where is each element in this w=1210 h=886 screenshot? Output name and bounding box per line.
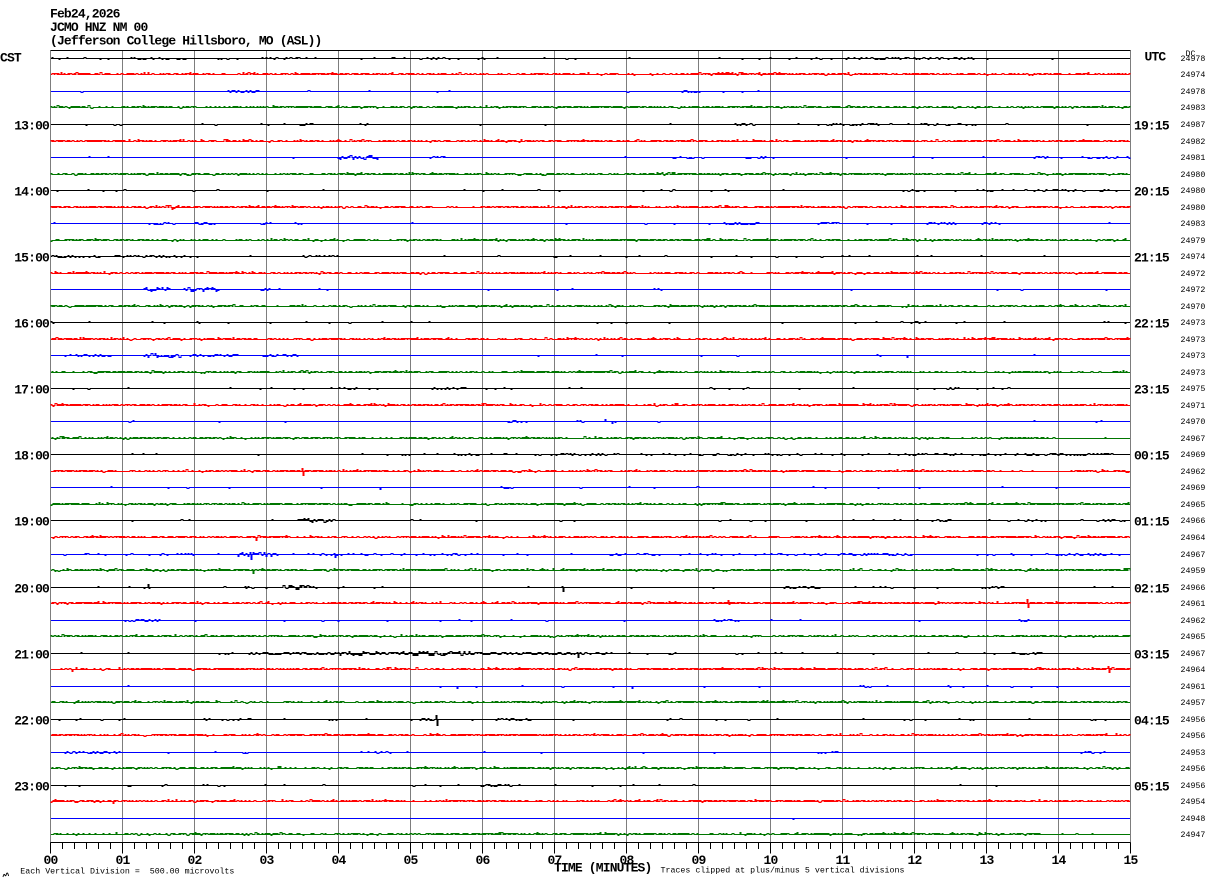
svg-text:24980: 24980 <box>1181 204 1206 213</box>
svg-text:01:15: 01:15 <box>1134 515 1170 530</box>
svg-text:19:15: 19:15 <box>1134 119 1170 134</box>
svg-text:14: 14 <box>1052 853 1067 868</box>
svg-text:24962: 24962 <box>1181 468 1206 477</box>
svg-text:03: 03 <box>260 853 275 868</box>
svg-text:22:00: 22:00 <box>14 714 50 729</box>
svg-text:24987: 24987 <box>1181 121 1206 130</box>
svg-text:21:00: 21:00 <box>14 648 50 663</box>
svg-text:24975: 24975 <box>1181 385 1206 394</box>
svg-text:24966: 24966 <box>1181 584 1206 593</box>
svg-text:24961: 24961 <box>1181 683 1206 692</box>
svg-text:18:00: 18:00 <box>14 449 50 464</box>
svg-text:14:00: 14:00 <box>14 185 50 200</box>
svg-text:00:15: 00:15 <box>1134 449 1170 464</box>
svg-text:24980: 24980 <box>1181 187 1206 196</box>
svg-text:24974: 24974 <box>1181 253 1206 262</box>
svg-text:13: 13 <box>980 853 995 868</box>
svg-text:JCMO HNZ NM 00: JCMO HNZ NM 00 <box>50 20 148 35</box>
svg-text:19:00: 19:00 <box>14 515 50 530</box>
svg-text:24974: 24974 <box>1181 71 1206 80</box>
svg-text:21:15: 21:15 <box>1134 251 1170 266</box>
svg-text:24967: 24967 <box>1181 435 1206 444</box>
svg-text:TIME (MINUTES): TIME (MINUTES) <box>554 861 651 876</box>
svg-text:24956: 24956 <box>1181 782 1206 791</box>
svg-text:16:00: 16:00 <box>14 317 50 332</box>
svg-text:Traces clipped at plus/minus 5: Traces clipped at plus/minus 5 vertical … <box>661 866 905 876</box>
svg-text:04:15: 04:15 <box>1134 714 1170 729</box>
svg-text:24956: 24956 <box>1181 765 1206 774</box>
svg-text:24973: 24973 <box>1181 319 1206 328</box>
svg-text:02: 02 <box>188 853 203 868</box>
svg-text:24983: 24983 <box>1181 104 1206 113</box>
svg-text:24965: 24965 <box>1181 501 1206 510</box>
svg-text:24964: 24964 <box>1181 534 1206 543</box>
svg-text:24981: 24981 <box>1181 154 1206 163</box>
svg-text:15: 15 <box>1124 853 1139 868</box>
svg-text:24959: 24959 <box>1181 567 1206 576</box>
svg-text:24966: 24966 <box>1181 517 1206 526</box>
svg-text:24969: 24969 <box>1181 484 1206 493</box>
svg-text:24964: 24964 <box>1181 666 1206 675</box>
svg-text:Each Vertical Division = 500.: Each Vertical Division = 500.00 microvol… <box>20 866 234 876</box>
svg-text:08: 08 <box>620 853 635 868</box>
svg-text:24970: 24970 <box>1181 418 1206 427</box>
svg-text:24948: 24948 <box>1181 815 1206 824</box>
svg-text:13:00: 13:00 <box>14 119 50 134</box>
svg-text:24971: 24971 <box>1181 402 1206 411</box>
svg-text:10: 10 <box>764 853 779 868</box>
svg-text:DC: DC <box>1186 50 1196 59</box>
svg-text:23:15: 23:15 <box>1134 383 1170 398</box>
svg-text:UTC: UTC <box>1145 50 1167 65</box>
svg-text:23:00: 23:00 <box>14 780 50 795</box>
svg-text:02:15: 02:15 <box>1134 582 1170 597</box>
svg-text:00: 00 <box>44 853 59 868</box>
svg-text:12: 12 <box>908 853 923 868</box>
svg-text:Feb24,2026: Feb24,2026 <box>50 7 121 22</box>
svg-text:24967: 24967 <box>1181 650 1206 659</box>
svg-text:05:15: 05:15 <box>1134 780 1170 795</box>
svg-text:24965: 24965 <box>1181 633 1206 642</box>
svg-text:24956: 24956 <box>1181 732 1206 741</box>
svg-text:24967: 24967 <box>1181 551 1206 560</box>
svg-text:24973: 24973 <box>1181 369 1206 378</box>
svg-text:24973: 24973 <box>1181 336 1206 345</box>
svg-text:24979: 24979 <box>1181 237 1206 246</box>
svg-text:(Jefferson College Hillsboro,: (Jefferson College Hillsboro, MO (ASL)) <box>50 34 322 49</box>
svg-text:17:00: 17:00 <box>14 383 50 398</box>
svg-text:15:00: 15:00 <box>14 251 50 266</box>
svg-text:20:00: 20:00 <box>14 582 50 597</box>
svg-text:24956: 24956 <box>1181 716 1206 725</box>
svg-text:07: 07 <box>548 853 562 868</box>
svg-text:03:15: 03:15 <box>1134 648 1170 663</box>
svg-text:24970: 24970 <box>1181 303 1206 312</box>
svg-text:05: 05 <box>404 853 419 868</box>
svg-text:04: 04 <box>332 853 347 868</box>
svg-text:24957: 24957 <box>1181 699 1206 708</box>
svg-text:11: 11 <box>836 853 851 868</box>
svg-text:06: 06 <box>476 853 491 868</box>
svg-text:24972: 24972 <box>1181 286 1206 295</box>
svg-text:22:15: 22:15 <box>1134 317 1170 332</box>
svg-text:CST: CST <box>0 51 22 66</box>
svg-text:24978: 24978 <box>1181 55 1206 64</box>
svg-text:24983: 24983 <box>1181 220 1206 229</box>
svg-text:09: 09 <box>692 853 707 868</box>
svg-text:01: 01 <box>116 853 131 868</box>
svg-text:24978: 24978 <box>1181 88 1206 97</box>
svg-text:24982: 24982 <box>1181 138 1206 147</box>
svg-text:24962: 24962 <box>1181 617 1206 626</box>
svg-text:24954: 24954 <box>1181 798 1206 807</box>
svg-text:24947: 24947 <box>1181 831 1206 840</box>
svg-text:24969: 24969 <box>1181 451 1206 460</box>
svg-text:24980: 24980 <box>1181 171 1206 180</box>
svg-text:24973: 24973 <box>1181 352 1206 361</box>
svg-text:20:15: 20:15 <box>1134 185 1170 200</box>
svg-text:24961: 24961 <box>1181 600 1206 609</box>
svg-text:24972: 24972 <box>1181 270 1206 279</box>
svg-text:24953: 24953 <box>1181 749 1206 758</box>
